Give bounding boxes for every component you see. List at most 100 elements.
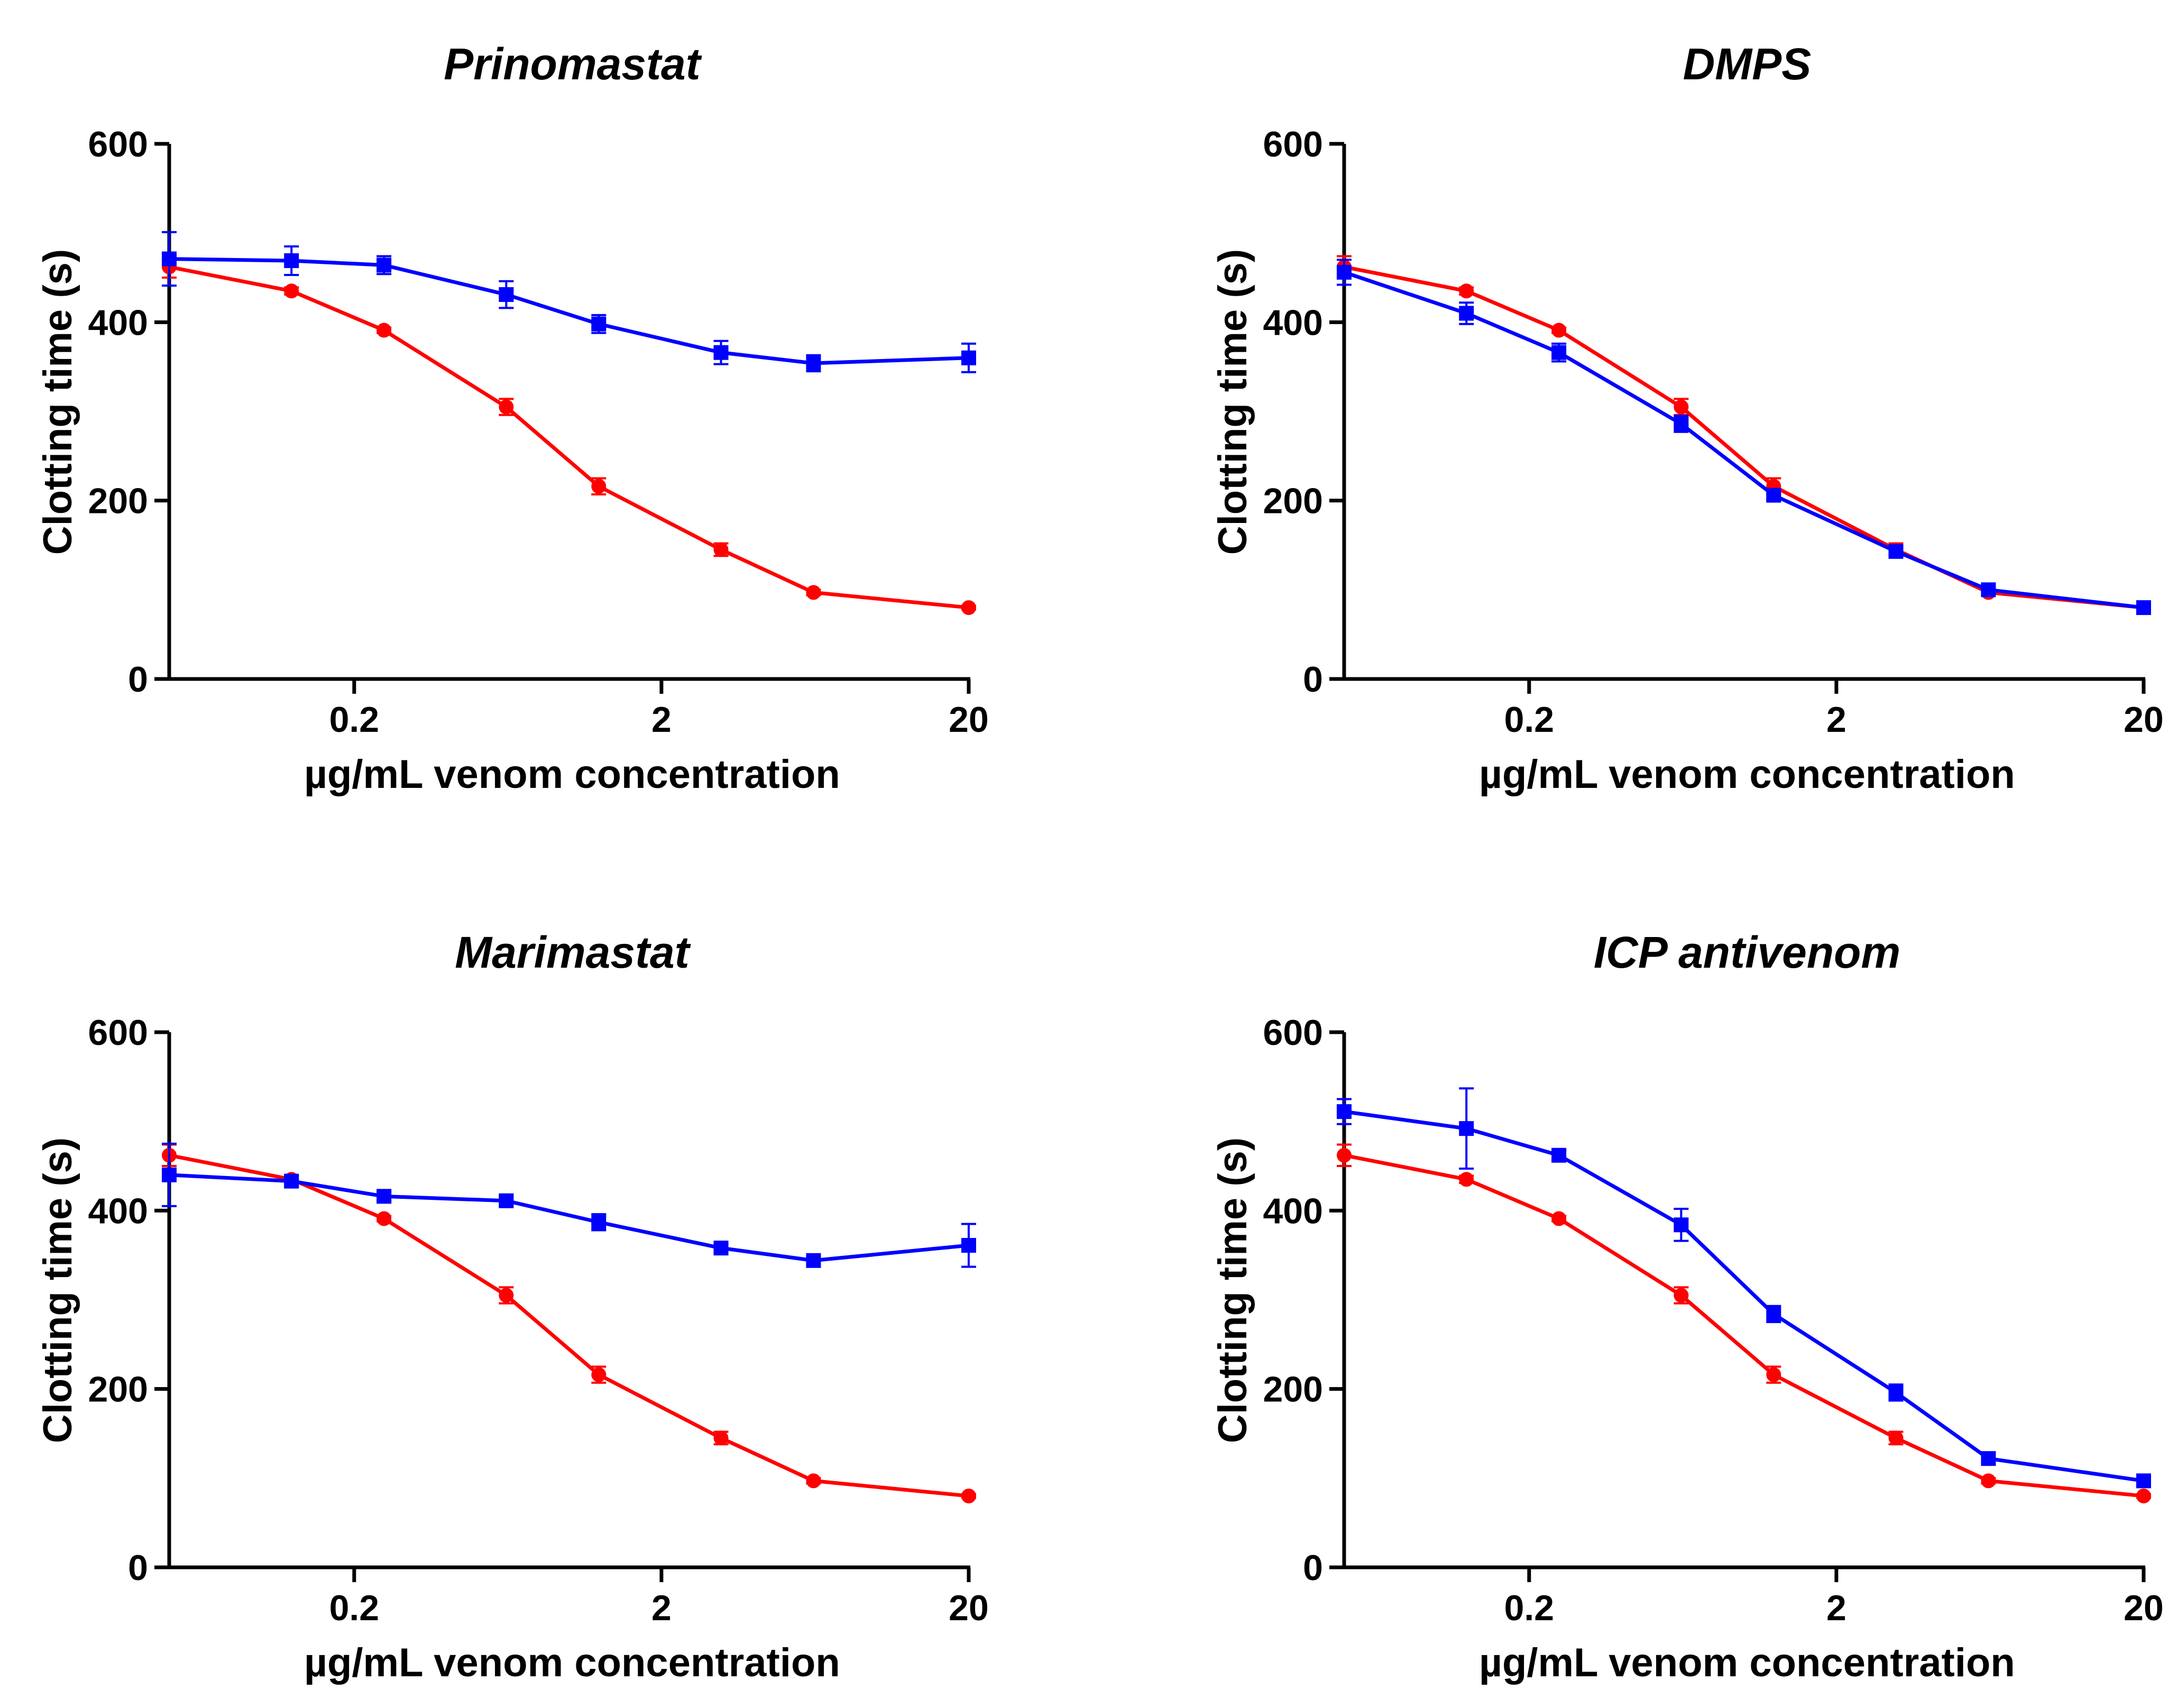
series-line xyxy=(169,1153,969,1498)
y-tick-label: 400 xyxy=(1263,302,1323,343)
data-point xyxy=(1551,1211,1567,1226)
data-point xyxy=(1459,283,1474,299)
y-tick-label: 0 xyxy=(1303,1548,1323,1588)
data-point xyxy=(284,1173,299,1189)
data-point xyxy=(1459,306,1474,321)
y-tick-label: 400 xyxy=(88,1191,148,1231)
series-blue xyxy=(162,1142,976,1268)
panel-dmps: DMPS Clotting time (s) µg/mL venom conce… xyxy=(1210,39,2164,797)
data-point xyxy=(713,1430,729,1446)
data-point xyxy=(806,585,821,600)
data-point xyxy=(1888,544,1904,559)
data-point xyxy=(1766,488,1781,503)
data-point xyxy=(1551,323,1567,338)
data-point xyxy=(499,1288,514,1303)
x-tick-label: 0.2 xyxy=(1504,700,1555,740)
data-point xyxy=(1766,1367,1781,1382)
x-axis-label: µg/mL venom concentration xyxy=(304,752,840,797)
data-point xyxy=(1337,1104,1352,1119)
data-point xyxy=(284,283,299,299)
data-point xyxy=(376,1189,392,1204)
data-point xyxy=(591,479,606,494)
panel-marimastat: Marimastat Clotting time (s) µg/mL venom… xyxy=(35,928,989,1685)
data-point xyxy=(1674,1288,1689,1303)
chart-title: ICP antivenom xyxy=(1594,928,1900,977)
x-tick-label: 20 xyxy=(949,700,989,740)
x-tick-label: 20 xyxy=(2124,700,2164,740)
data-point xyxy=(961,600,976,616)
series-red xyxy=(162,1143,976,1504)
panel-prinomastat: Prinomastat Clotting time (s) µg/mL veno… xyxy=(35,39,989,797)
data-point xyxy=(1674,1217,1689,1233)
chart-title: Marimastat xyxy=(455,928,691,977)
data-point xyxy=(1551,1147,1567,1163)
data-point xyxy=(1551,345,1567,360)
axes: 0 200 400 600 0.2 2 20 xyxy=(1263,124,2164,740)
data-point xyxy=(1981,1473,1996,1489)
series-line xyxy=(1344,1109,2144,1483)
data-point xyxy=(961,1238,976,1253)
series-line xyxy=(1343,270,2144,610)
y-axis-label: Clotting time (s) xyxy=(1210,249,1255,555)
plot-area xyxy=(162,231,976,616)
y-axis-label: Clotting time (s) xyxy=(35,1137,80,1443)
data-point xyxy=(376,258,392,273)
data-point xyxy=(961,1489,976,1504)
axes: 0 200 400 600 0.2 2 20 xyxy=(1263,1013,2164,1628)
plot-area xyxy=(1337,255,2151,616)
data-point xyxy=(806,1473,821,1489)
y-tick-label: 200 xyxy=(1263,481,1323,521)
y-tick-label: 600 xyxy=(88,124,148,164)
y-axis-label: Clotting time (s) xyxy=(35,249,80,555)
y-tick-label: 400 xyxy=(1263,1191,1323,1231)
y-axis-label: Clotting time (s) xyxy=(1210,1137,1255,1443)
data-point xyxy=(591,1367,606,1382)
y-tick-label: 600 xyxy=(88,1013,148,1053)
data-point xyxy=(806,1253,821,1268)
data-point xyxy=(1981,582,1996,598)
y-tick-label: 200 xyxy=(1263,1370,1323,1410)
y-tick-label: 0 xyxy=(128,1548,148,1588)
axes: 0 200 400 600 0.2 2 20 xyxy=(88,1013,989,1628)
y-tick-label: 400 xyxy=(88,302,148,343)
x-tick-label: 2 xyxy=(651,1588,672,1628)
x-axis-label: µg/mL venom concentration xyxy=(304,1640,840,1685)
x-tick-label: 20 xyxy=(2124,1588,2164,1628)
data-point xyxy=(591,1215,606,1230)
y-tick-label: 600 xyxy=(1263,1013,1323,1053)
plot-area xyxy=(1337,1087,2151,1504)
data-point xyxy=(1888,1430,1904,1446)
data-point xyxy=(961,350,976,365)
data-point xyxy=(713,345,729,360)
series-blue xyxy=(1337,1087,2151,1489)
data-point xyxy=(499,287,514,302)
series-red xyxy=(1337,1143,2151,1504)
series-red xyxy=(162,255,976,616)
plot-area xyxy=(162,1142,976,1504)
x-tick-label: 20 xyxy=(949,1588,989,1628)
data-point xyxy=(376,1211,392,1226)
y-tick-label: 600 xyxy=(1263,124,1323,164)
axes: 0 200 400 600 0.2 2 20 xyxy=(88,124,989,740)
series-line xyxy=(169,265,969,610)
data-point xyxy=(1459,1172,1474,1187)
chart-title: DMPS xyxy=(1683,39,1812,89)
series-line xyxy=(169,257,969,365)
panel-icp-antivenom: ICP antivenom Clotting time (s) µg/mL ve… xyxy=(1210,928,2164,1685)
x-tick-label: 2 xyxy=(1826,1588,1846,1628)
y-tick-label: 0 xyxy=(128,659,148,700)
data-point xyxy=(2136,1473,2151,1489)
data-point xyxy=(2136,600,2151,616)
x-tick-label: 2 xyxy=(651,700,672,740)
data-point xyxy=(162,251,177,267)
x-axis-label: µg/mL venom concentration xyxy=(1479,1640,2015,1685)
data-point xyxy=(1981,1451,1996,1466)
chart-title: Prinomastat xyxy=(444,39,702,89)
data-point xyxy=(284,253,299,268)
data-point xyxy=(713,542,729,557)
y-tick-label: 200 xyxy=(88,481,148,521)
data-point xyxy=(162,1167,177,1182)
data-point xyxy=(1888,1385,1904,1400)
y-tick-label: 200 xyxy=(88,1370,148,1410)
data-point xyxy=(499,1193,514,1208)
